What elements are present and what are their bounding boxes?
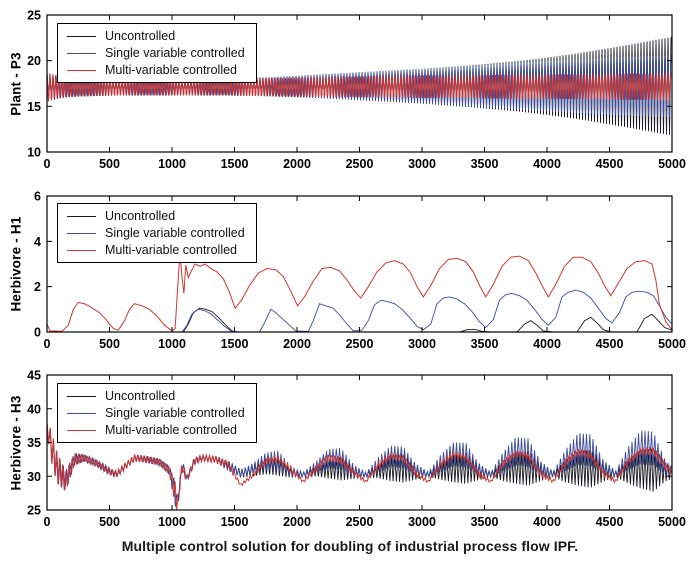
series-multi-variable-controlled [46, 422, 673, 510]
legend-item: Single variable controlled [67, 225, 245, 241]
y-tick-label: 25 [27, 9, 41, 23]
legend-item-label: Single variable controlled [105, 226, 245, 240]
x-tick-label: 2000 [283, 337, 311, 351]
ylabel-plant-p3: Plant - P3 [8, 52, 24, 116]
legend-herbivore-h3: Uncontrolled Single variable controlled … [57, 383, 257, 443]
legend-item-label: Single variable controlled [105, 406, 245, 420]
y-tick-label: 10 [27, 146, 41, 160]
y-tick-label: 15 [27, 100, 41, 114]
x-tick-label: 2000 [283, 515, 311, 529]
legend-plant-p3: Uncontrolled Single variable controlled … [57, 23, 257, 83]
x-tick-label: 5000 [658, 337, 686, 351]
uncontrolled-line-sample [67, 215, 96, 217]
subplot-0: 0 500 1000 1500 2000 2500 3000 3500 4000 4500 5000… [27, 9, 686, 172]
x-tick-label: 3500 [471, 515, 499, 529]
x-tick-label: 1000 [158, 337, 186, 351]
ylabel-herbivore-h3: Herbivore - H3 [8, 395, 24, 491]
x-tick-label: 4000 [533, 515, 561, 529]
x-tick-label: 500 [99, 157, 120, 171]
x-tick-label: 1000 [158, 515, 186, 529]
x-tick-label: 1500 [221, 157, 249, 171]
x-tick-label: 2500 [346, 157, 374, 171]
legend-item: Uncontrolled [67, 208, 245, 224]
y-tick-label: 45 [27, 369, 41, 383]
legend-item: Multi-variable controlled [67, 62, 245, 78]
ylabel-herbivore-h1: Herbivore - H1 [8, 216, 24, 312]
multi-variable-line-sample [67, 69, 96, 71]
x-tick-label: 3000 [408, 337, 436, 351]
legend-item-label: Multi-variable controlled [105, 423, 238, 437]
x-tick-label: 4000 [533, 337, 561, 351]
x-tick-label: 5000 [658, 157, 686, 171]
x-tick-label: 1500 [221, 515, 249, 529]
x-tick-label: 3000 [408, 157, 436, 171]
subplot-2: 0 500 1000 1500 2000 2500 3000 3500 4000 4500 5000… [27, 369, 686, 530]
single-variable-line-sample [67, 412, 96, 414]
y-tick-label: 6 [34, 190, 41, 204]
single-variable-line-sample [67, 232, 96, 234]
y-tick-label: 4 [34, 235, 41, 249]
x-tick-label: 4500 [596, 337, 624, 351]
series-single-variable-controlled [47, 289, 673, 333]
legend-item: Uncontrolled [67, 28, 245, 44]
multi-variable-line-sample [67, 249, 96, 251]
y-tick-label: 0 [34, 326, 41, 340]
legend-item: Multi-variable controlled [67, 242, 245, 258]
x-tick-label: 1000 [158, 157, 186, 171]
legend-item-label: Uncontrolled [105, 209, 176, 223]
series-single-variable-controlled [46, 422, 672, 507]
legend-item-label: Uncontrolled [105, 29, 176, 43]
y-tick-label: 40 [27, 402, 41, 416]
x-tick-label: 5000 [658, 515, 686, 529]
x-tick-label: 500 [99, 515, 120, 529]
x-tick-label: 0 [44, 157, 51, 171]
y-tick-label: 25 [27, 504, 41, 518]
x-tick-label: 2500 [346, 337, 374, 351]
x-tick-label: 1500 [221, 337, 249, 351]
legend-item: Single variable controlled [67, 45, 245, 61]
legend-item: Single variable controlled [67, 405, 245, 421]
legend-item-label: Uncontrolled [105, 389, 176, 403]
legend-item: Uncontrolled [67, 388, 245, 404]
x-tick-label: 4500 [596, 515, 624, 529]
legend-item-label: Single variable controlled [105, 46, 245, 60]
figure-caption: Multiple control solution for doubling o… [121, 538, 579, 554]
legend-herbivore-h1: Uncontrolled Single variable controlled … [57, 203, 257, 263]
legend-item-label: Multi-variable controlled [105, 243, 238, 257]
uncontrolled-line-sample [67, 35, 96, 37]
x-tick-label: 3500 [471, 157, 499, 171]
single-variable-line-sample [67, 52, 96, 54]
y-tick-label: 2 [34, 280, 41, 294]
y-tick-label: 20 [27, 54, 41, 68]
x-tick-label: 500 [99, 337, 120, 351]
y-tick-label: 30 [27, 470, 41, 484]
x-tick-label: 0 [44, 515, 51, 529]
multi-variable-line-sample [67, 429, 96, 431]
legend-item: Multi-variable controlled [67, 422, 245, 438]
series-multi-variable-controlled [46, 252, 673, 332]
y-tick-label: 35 [27, 436, 41, 450]
x-tick-label: 4000 [533, 157, 561, 171]
x-tick-label: 0 [44, 337, 51, 351]
x-tick-label: 2000 [283, 157, 311, 171]
x-tick-label: 3000 [408, 515, 436, 529]
x-tick-label: 3500 [471, 337, 499, 351]
legend-item-label: Multi-variable controlled [105, 63, 238, 77]
x-tick-label: 4500 [596, 157, 624, 171]
x-tick-label: 2500 [346, 515, 374, 529]
series-multi-variable-controlled [46, 72, 672, 102]
subplot-1: 0 500 1000 1500 2000 2500 3000 3500 4000 4500 5000… [34, 190, 686, 352]
uncontrolled-line-sample [67, 395, 96, 397]
